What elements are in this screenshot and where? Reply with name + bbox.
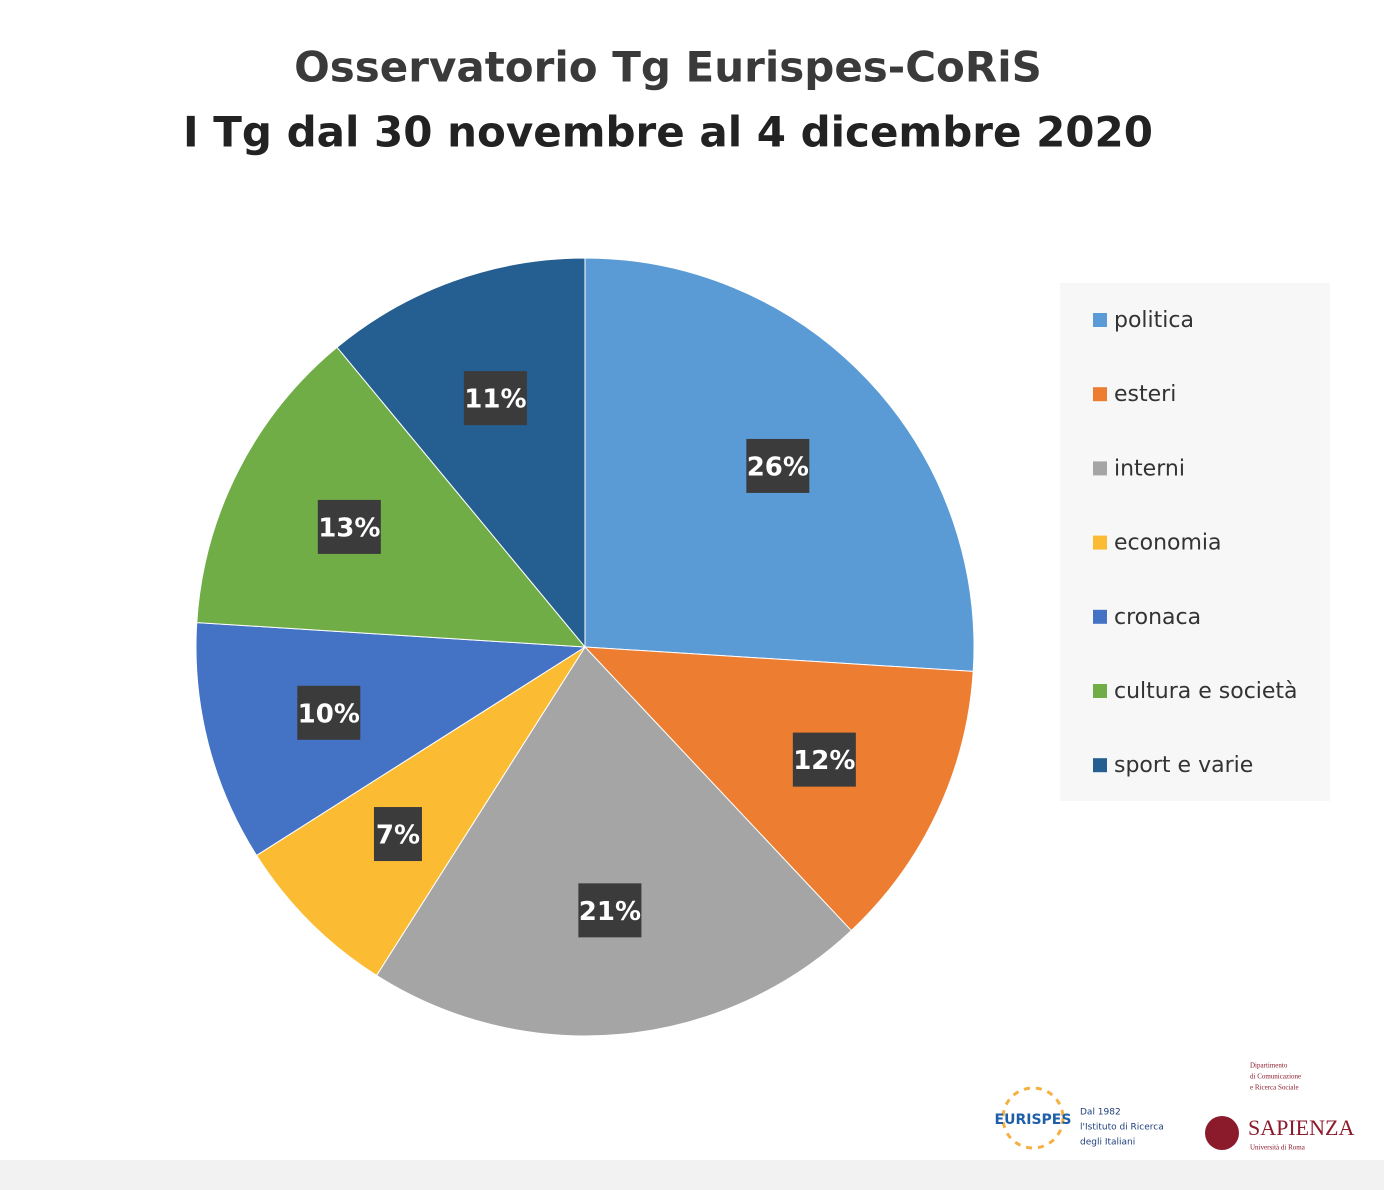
pie-slice — [583, 646, 974, 932]
logo-text: Università di Roma — [1250, 1144, 1306, 1152]
data-label: 26% — [747, 452, 809, 482]
legend-label: cultura e società — [1114, 679, 1298, 704]
sapienza-logo: Dipartimento di Comunicazione e Ricerca … — [1205, 1062, 1354, 1152]
legend-swatch — [1093, 609, 1107, 624]
logo-seal — [1205, 1116, 1239, 1150]
legend-swatch — [1093, 313, 1107, 327]
legend-swatch — [1093, 684, 1107, 698]
data-label-box — [792, 732, 856, 787]
logo-ring — [1001, 1086, 1065, 1150]
data-label: 7% — [376, 821, 420, 851]
data-label-box — [578, 883, 642, 938]
bottom-strip — [0, 1160, 1384, 1190]
eurispes-logo: EURISPES Dal 1982 l'Istituto di Ricerca … — [995, 1086, 1164, 1150]
legend-swatch — [1093, 387, 1107, 402]
legend-label: sport e varie — [1114, 753, 1253, 778]
chart-subtitle: I Tg dal 30 novembre al 4 dicembre 2020 — [183, 108, 1153, 157]
data-label-box — [463, 371, 527, 426]
legend-swatch — [1093, 758, 1107, 773]
logo-text: degli Italiani — [1080, 1138, 1135, 1148]
data-label: 11% — [464, 385, 526, 415]
logo-text: l'Istituto di Ricerca — [1080, 1123, 1164, 1133]
legend-label: economia — [1114, 531, 1222, 556]
data-label-box — [746, 438, 810, 493]
pie-slice — [195, 622, 587, 857]
pie-slice — [336, 257, 586, 649]
data-label: 10% — [298, 699, 360, 729]
legend-swatch — [1093, 535, 1107, 550]
logo-text: EURISPES — [995, 1112, 1072, 1128]
logo-text: SAPIENZA — [1248, 1115, 1354, 1140]
data-label-box — [297, 685, 361, 740]
data-label: 12% — [793, 746, 855, 776]
logo-text: e Ricerca Sociale — [1250, 1084, 1299, 1092]
chart-title: Osservatorio Tg Eurispes-CoRiS — [294, 43, 1042, 92]
legend-label: interni — [1114, 456, 1185, 481]
logo-text: Dal 1982 — [1080, 1108, 1121, 1118]
logo-text: Dipartimento — [1250, 1062, 1288, 1070]
legend-label: esteri — [1114, 382, 1176, 407]
data-label: 21% — [579, 897, 641, 927]
data-label-box — [373, 807, 422, 862]
logo-text: di Comunicazione — [1250, 1073, 1301, 1081]
legend-label: politica — [1114, 308, 1194, 333]
legend-swatch — [1093, 461, 1107, 476]
data-label: 13% — [318, 513, 380, 543]
data-label-box — [317, 499, 381, 554]
pie-slice — [196, 346, 587, 648]
pie-slice — [375, 646, 852, 1037]
legend-label: cronaca — [1114, 605, 1201, 630]
